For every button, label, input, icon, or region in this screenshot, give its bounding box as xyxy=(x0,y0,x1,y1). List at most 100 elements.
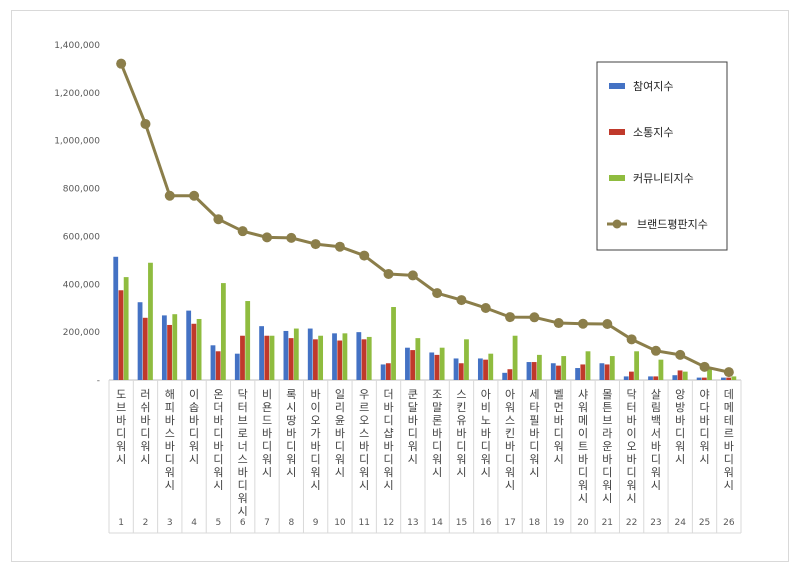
x-rank-label: 1 xyxy=(118,518,124,528)
x-rank-label: 15 xyxy=(456,518,467,528)
x-rank-label: 5 xyxy=(216,518,222,528)
bar xyxy=(477,358,483,380)
bar xyxy=(391,307,396,380)
line-point xyxy=(529,312,540,323)
y-tick-label: 600,000 xyxy=(63,232,100,242)
bar xyxy=(293,328,299,380)
x-rank-label: 20 xyxy=(577,518,589,528)
x-rank-label: 26 xyxy=(723,518,735,528)
bar xyxy=(113,256,119,380)
legend-label: 소통지수 xyxy=(633,126,673,139)
x-rank-label: 21 xyxy=(602,518,613,528)
legend-swatch xyxy=(609,129,625,135)
bar xyxy=(677,370,683,380)
line-point xyxy=(626,334,637,345)
line-point xyxy=(480,302,491,313)
bar xyxy=(342,333,348,380)
bar xyxy=(701,377,707,380)
line-point xyxy=(723,367,734,378)
y-tick-label: 200,000 xyxy=(63,328,100,338)
bar xyxy=(380,364,386,380)
x-rank-label: 22 xyxy=(626,518,637,528)
bar xyxy=(137,302,143,380)
line-point xyxy=(553,318,564,329)
bar xyxy=(167,324,172,380)
line-point xyxy=(286,232,297,243)
bar xyxy=(245,301,251,380)
bar xyxy=(196,318,202,380)
bar xyxy=(726,377,732,380)
x-rank-label: 10 xyxy=(334,518,346,528)
line-point xyxy=(432,288,443,299)
bar xyxy=(721,377,726,380)
y-tick-label: 800,000 xyxy=(63,185,100,195)
bar xyxy=(507,369,513,380)
line-point xyxy=(383,269,394,279)
x-rank-label: 9 xyxy=(313,518,319,528)
y-tick-label: 400,000 xyxy=(63,280,100,290)
bar xyxy=(332,333,337,380)
bar xyxy=(264,335,270,380)
bar xyxy=(604,364,610,380)
bar xyxy=(429,352,435,380)
x-rank-label: 17 xyxy=(504,518,515,528)
bar xyxy=(288,338,294,381)
bar xyxy=(653,376,659,380)
bar xyxy=(220,283,226,380)
bar xyxy=(234,353,240,380)
bar xyxy=(609,356,615,380)
bar xyxy=(629,371,634,381)
bar xyxy=(575,368,580,380)
y-tick-label: 1,400,000 xyxy=(54,41,100,51)
x-rank-label: 12 xyxy=(383,518,394,528)
legend-label: 참여지수 xyxy=(633,80,673,93)
y-tick-label: 1,200,000 xyxy=(54,89,100,99)
line-point xyxy=(359,250,370,261)
bar xyxy=(313,339,318,380)
x-rank-label: 3 xyxy=(167,518,173,528)
bar xyxy=(453,358,459,380)
line-point xyxy=(140,118,151,129)
x-rank-label: 7 xyxy=(264,518,270,528)
bar xyxy=(483,359,488,380)
line-point xyxy=(675,349,686,360)
bar xyxy=(464,339,469,380)
x-rank-label: 4 xyxy=(191,518,197,528)
x-rank-label: 25 xyxy=(699,518,710,528)
bar xyxy=(561,356,567,380)
x-rank-label: 24 xyxy=(675,518,687,528)
bar xyxy=(148,262,153,380)
line-point xyxy=(334,241,345,252)
legend-label: 커뮤니티지수 xyxy=(633,172,694,185)
legend-box xyxy=(596,61,728,251)
bar xyxy=(550,363,556,380)
bar xyxy=(512,335,518,380)
line-point xyxy=(116,58,127,69)
bar xyxy=(118,290,124,380)
bar xyxy=(385,363,391,380)
x-rank-label: 14 xyxy=(431,518,443,528)
line-point xyxy=(505,312,516,323)
line-point xyxy=(310,239,321,250)
x-rank-label: 8 xyxy=(288,518,294,528)
bar xyxy=(434,354,440,381)
bar xyxy=(283,330,289,380)
bar xyxy=(707,368,712,380)
bar xyxy=(531,362,537,380)
bar xyxy=(658,359,664,380)
bar xyxy=(161,315,167,380)
bar xyxy=(307,328,313,380)
legend-swatch xyxy=(609,175,625,181)
